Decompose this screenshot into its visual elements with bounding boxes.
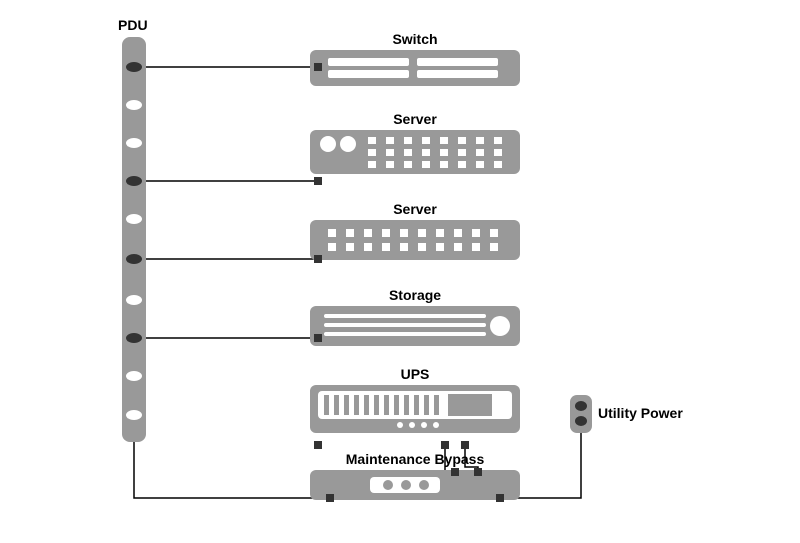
label-pdu: PDU xyxy=(118,17,148,33)
pdu xyxy=(122,37,146,442)
pdu-outlet-9 xyxy=(126,371,142,381)
device-utility xyxy=(570,395,592,433)
device-server-2 xyxy=(310,220,520,263)
pdu-outlet-1 xyxy=(126,62,142,72)
label-switch: Switch xyxy=(392,31,437,47)
pdu-outlet-7 xyxy=(126,295,142,305)
device-bypass xyxy=(310,468,520,502)
device-storage xyxy=(310,306,520,346)
label-server1: Server xyxy=(393,111,437,127)
label-utility: Utility Power xyxy=(598,405,683,421)
pdu-outlet-3 xyxy=(126,138,142,148)
pdu-outlet-8 xyxy=(126,333,142,343)
label-storage: Storage xyxy=(389,287,441,303)
label-ups: UPS xyxy=(401,366,430,382)
label-server2: Server xyxy=(393,201,437,217)
pdu-outlet-4 xyxy=(126,176,142,186)
pdu-outlet-5 xyxy=(126,214,142,224)
pdu-outlet-6 xyxy=(126,254,142,264)
pdu-outlet-10 xyxy=(126,410,142,420)
label-bypass: Maintenance Bypass xyxy=(346,451,485,467)
device-switch xyxy=(310,50,520,86)
pdu-outlet-2 xyxy=(126,100,142,110)
